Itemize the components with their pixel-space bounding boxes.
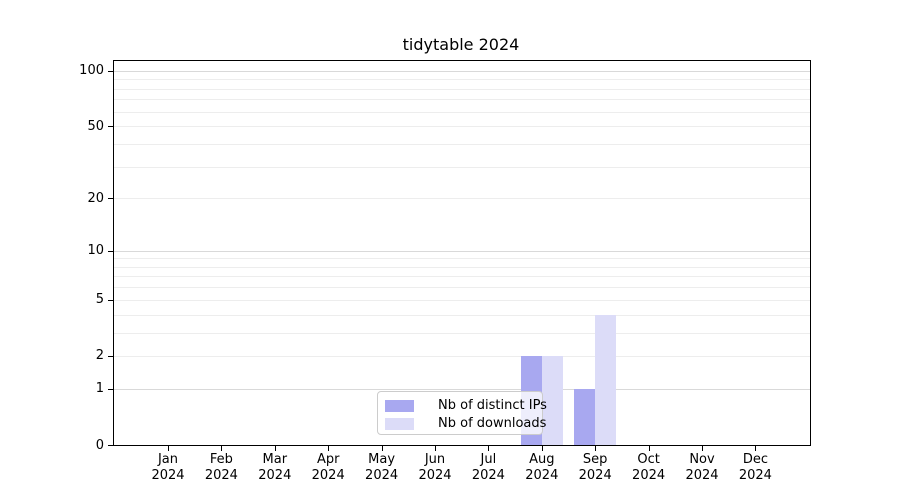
x-axis-tick-feb [221,446,223,451]
y-axis-tick-0 [108,445,113,446]
plot-area: Nb of distinct IPs Nb of downloads 0 1 2 5 1… [79,60,811,483]
x-axis-tick-aug [541,446,543,451]
y-axis-tick-1 [108,388,113,390]
gridline-y-5 [114,299,810,301]
x-axis-label-may: May 2024 [365,452,399,483]
y-axis-tick-100 [108,70,113,72]
x-axis-tick-oct [648,446,650,451]
x-axis-label-nov: Nov 2024 [685,452,719,483]
x-axis-tick-may [381,446,383,451]
y-axis-label-100: 100 [79,63,104,79]
x-axis-tick-jul [488,446,490,451]
y-axis-label-20: 20 [87,190,104,206]
x-axis-label-sep: Sep 2024 [578,452,612,483]
gridline-y-3 [114,332,810,334]
bar-downloads-aug [541,355,564,445]
y-axis-label-50: 50 [87,118,104,134]
legend-swatch-distinct-ips [385,399,414,412]
x-axis-tick-apr [328,446,330,451]
gridline-y-30 [114,166,810,168]
gridline-y-1 [114,388,810,390]
bar-downloads-sep [595,314,617,445]
gridline-y-7 [114,276,810,278]
x-axis-tick-mar [274,446,276,451]
x-axis-tick-dec [755,446,757,451]
gridline-y-70 [114,99,810,101]
y-axis-tick-50 [108,126,113,128]
x-axis-label-apr: Apr 2024 [311,452,345,483]
x-axis-label-jun: Jun 2024 [418,452,452,483]
x-axis-tick-sep [595,446,597,451]
gridline-y-60 [114,111,810,113]
gridline-y-100 [114,70,810,72]
x-axis-label-jul: Jul 2024 [471,452,505,483]
legend-entry-distinct-ips: Nb of distinct IPs [378,397,547,414]
gridline-y-90 [114,79,810,81]
y-axis-label-0: 0 [95,437,104,453]
x-axis-label-oct: Oct 2024 [632,452,666,483]
gridline-y-6 [114,287,810,289]
y-axis-tick-10 [108,250,113,252]
y-axis-tick-2 [108,355,113,357]
gridline-y-2 [114,355,810,357]
legend: Nb of distinct IPs Nb of downloads [377,391,547,435]
y-axis-label-5: 5 [95,292,104,308]
gridline-y-80 [114,88,810,90]
y-axis-tick-20 [108,198,113,200]
x-axis-label-feb: Feb 2024 [204,452,238,483]
gridline-y-9 [114,258,810,260]
y-axis-label-1: 1 [95,381,104,397]
x-axis-tick-jun [435,446,436,451]
chart-title: tidytable 2024 [402,35,520,54]
gridline-y-4 [114,314,810,316]
x-axis-label-jan: Jan 2024 [151,452,185,483]
legend-swatch-downloads [385,417,414,430]
x-axis-tick-jan [168,446,169,451]
gridline-y-8 [114,266,810,268]
gridline-y-10 [114,250,810,252]
x-axis-label-mar: Mar 2024 [258,452,292,483]
y-axis-tick-5 [108,299,113,301]
gridline-y-20 [114,198,810,200]
legend-label-downloads: Nb of downloads [438,416,547,431]
bar-distinct-ips-sep [573,388,596,445]
x-axis-tick-nov [702,446,703,451]
gridline-y-50 [114,126,810,128]
x-axis-label-aug: Aug 2024 [525,452,559,483]
x-axis-label-dec: Dec 2024 [738,452,772,483]
y-axis-label-2: 2 [95,348,104,364]
gridline-y-40 [114,143,810,145]
legend-entry-downloads: Nb of downloads [378,415,546,432]
legend-label-distinct-ips: Nb of distinct IPs [438,398,547,413]
y-axis-label-10: 10 [87,243,104,259]
